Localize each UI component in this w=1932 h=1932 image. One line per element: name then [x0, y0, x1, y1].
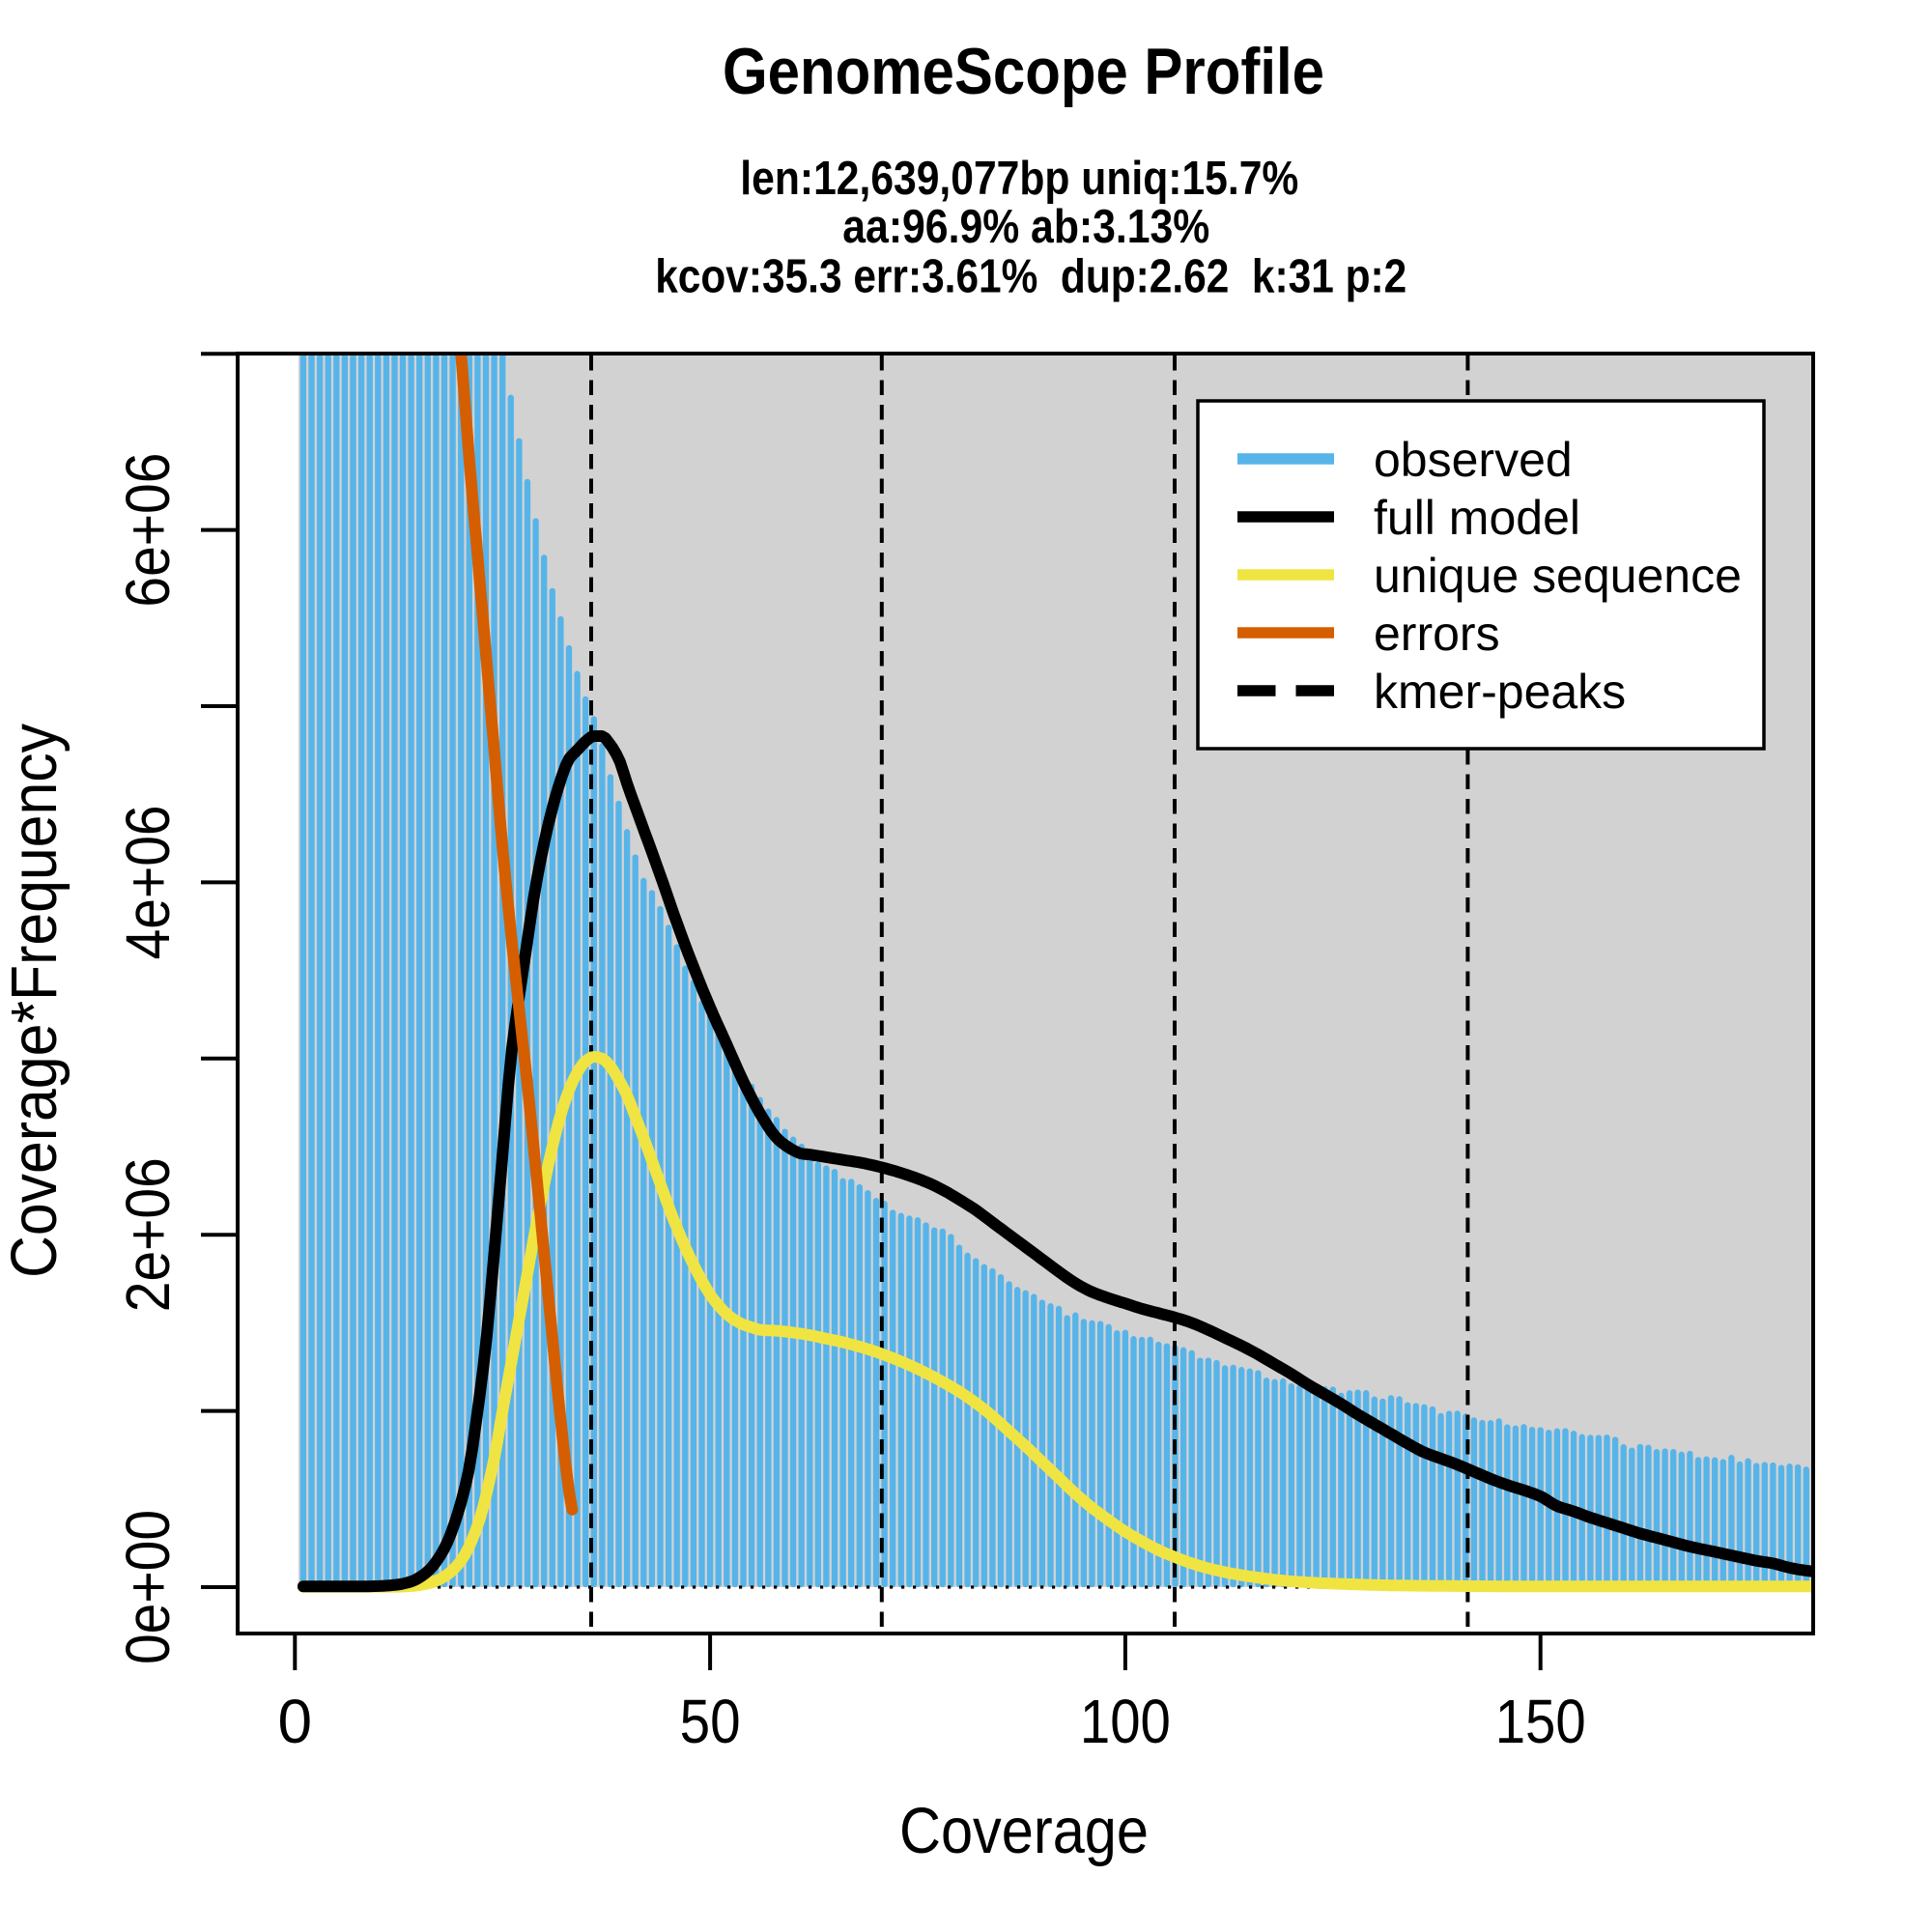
- svg-text:errors: errors: [1374, 607, 1500, 661]
- svg-text:6e+06: 6e+06: [113, 453, 183, 608]
- svg-text:150: 150: [1495, 1687, 1586, 1756]
- svg-text:0e+00: 0e+00: [113, 1510, 183, 1664]
- svg-text:0: 0: [278, 1687, 313, 1756]
- svg-text:Coverage*Frequency: Coverage*Frequency: [0, 724, 71, 1278]
- svg-text:kmer-peaks: kmer-peaks: [1374, 665, 1626, 719]
- svg-text:50: 50: [680, 1687, 741, 1756]
- svg-text:2e+06: 2e+06: [113, 1157, 183, 1312]
- svg-text:observed: observed: [1374, 433, 1573, 487]
- svg-text:GenomeScope Profile: GenomeScope Profile: [723, 35, 1324, 108]
- svg-text:full model: full model: [1374, 491, 1580, 545]
- svg-text:100: 100: [1080, 1687, 1171, 1756]
- svg-text:unique sequence: unique sequence: [1374, 549, 1742, 603]
- svg-text:len:12,639,077bp uniq:15.7%: len:12,639,077bp uniq:15.7%: [740, 153, 1298, 205]
- svg-text:4e+06: 4e+06: [113, 805, 183, 959]
- svg-text:Coverage: Coverage: [899, 1795, 1149, 1867]
- svg-text:kcov:35.3 err:3.61% dup:2.62: kcov:35.3 err:3.61% dup:2.62 k:31 p:2: [655, 251, 1406, 303]
- svg-text:aa:96.9% ab:3.13%: aa:96.9% ab:3.13%: [842, 201, 1209, 253]
